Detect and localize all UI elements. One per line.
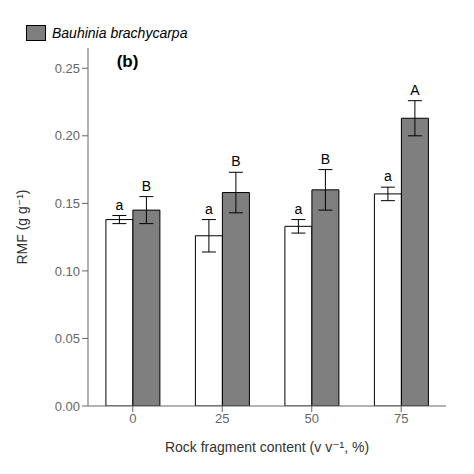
- svg-text:0.00: 0.00: [55, 399, 80, 414]
- svg-text:50: 50: [305, 411, 319, 426]
- svg-text:0.05: 0.05: [55, 331, 80, 346]
- svg-text:75: 75: [394, 411, 408, 426]
- svg-text:25: 25: [215, 411, 229, 426]
- svg-text:a: a: [384, 168, 392, 184]
- html-text:Bauhinia brachycarpa: Bauhinia brachycarpa: [52, 25, 188, 41]
- svg-text:0: 0: [129, 411, 136, 426]
- html-text:(b): (b): [116, 52, 139, 71]
- svg-text:0.25: 0.25: [55, 61, 80, 76]
- svg-text:Rock fragment content (v v⁻¹,: Rock fragment content (v v⁻¹, %): [165, 439, 369, 455]
- svg-text:0.10: 0.10: [55, 264, 80, 279]
- svg-text:RMF (g g⁻¹): RMF (g g⁻¹): [14, 189, 30, 264]
- svg-text:A: A: [410, 82, 420, 98]
- svg-text:a: a: [295, 201, 303, 217]
- svg-text:0.15: 0.15: [55, 196, 80, 211]
- svg-text:B: B: [321, 151, 330, 167]
- svg-text:a: a: [116, 197, 124, 213]
- svg-text:B: B: [231, 153, 240, 169]
- svg-text:B: B: [142, 178, 151, 194]
- svg-text:a: a: [205, 201, 213, 217]
- svg-text:0.20: 0.20: [55, 128, 80, 143]
